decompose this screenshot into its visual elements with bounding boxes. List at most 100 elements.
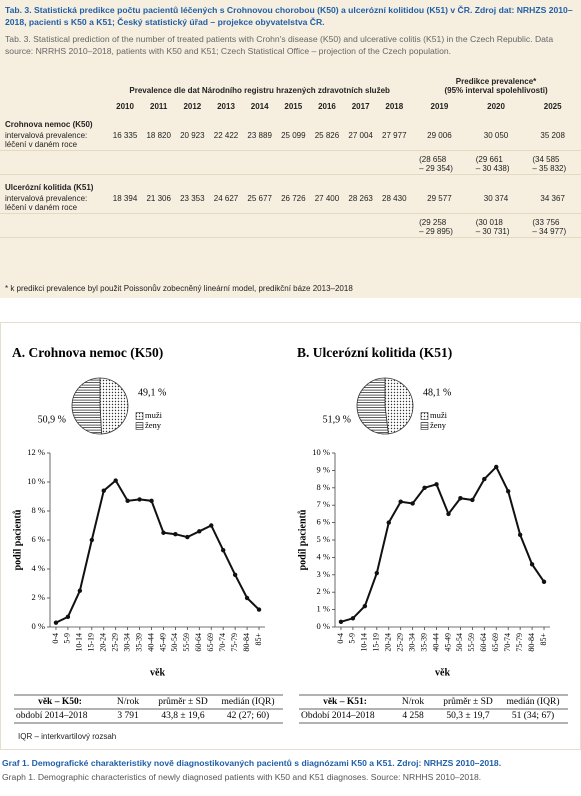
stats-cell: 42 (27; 60) [227,710,269,721]
data-point [244,595,250,601]
data-point [89,537,95,543]
stats-cell: 3 791 [117,711,139,721]
x-tick-label: 60-64 [194,633,203,652]
value-cell: 25 677 [242,193,277,214]
y-axis-label: podíl pacientů [297,509,308,570]
data-point [541,579,547,584]
legend-label: muži [430,410,448,420]
legend-swatch [420,422,429,430]
cell [0,213,109,238]
section-title: Crohnova nemoc (K50) [5,120,93,129]
cell [242,150,277,175]
x-tick-label: 35-39 [419,633,428,652]
row-label-line: léčení v daném roce [5,203,78,212]
ci-row: (29 258– 29 895) (30 018– 30 731) (33 756–… [0,213,581,238]
prevalence-table: Prevalence dle dat Národního registru hr… [0,76,581,238]
value-row: intervalová prevalence: léčení v daném ro… [0,193,581,214]
data-point [398,499,403,504]
x-tick-label: 85+ [539,633,548,646]
header-line: (95% interval spolehlivosti) [444,86,548,95]
y-axis-label: podíl pacientů [12,509,23,570]
data-point [185,534,190,540]
data-point [362,603,368,609]
year-header: 2010 [116,102,134,111]
year-header: 2012 [183,102,202,111]
year-header: 2019 [430,102,449,111]
data-point [232,572,238,577]
y-tick-label: 6 % [317,517,330,527]
ci-cell: (34 585– 35 832) [524,150,581,175]
x-tick-label: 65-69 [206,633,215,652]
ci-line: – 29 354) [419,164,453,173]
ci-line: – 30 731) [475,227,510,236]
pie-slice [384,377,414,435]
data-point [65,614,71,620]
cell [377,213,412,238]
pie-slice [71,377,103,435]
x-tick-label: 65-69 [491,633,500,652]
value-cell: 20 923 [175,130,210,151]
cell [276,150,311,175]
value-cell: 35 208 [524,130,581,151]
x-tick-label: 10-14 [75,633,84,652]
cell [108,213,142,238]
chart-title: B. Ulcerózní kolitida (K51) [297,345,452,360]
header-row: 2010 2011 2012 2013 2014 2015 2016 2017 2018 2019… [0,96,581,112]
group-header: Predikce prevalence* (95% interval spoleh… [411,76,581,96]
x-tick-label: 50-54 [170,633,179,652]
stats-header: medián (IQR) [506,696,559,707]
data-line [340,465,545,623]
data-point [386,520,391,525]
cell [209,213,243,238]
ci-cell: (29 661– 30 438) [467,150,525,175]
cell [377,150,412,175]
x-axis-label: věk [150,667,165,678]
y-tick-label: 3 % [317,569,330,579]
value-cell: 25 826 [310,130,344,151]
cell [141,150,176,175]
pie-label: 48,1 % [423,387,451,398]
value-cell: 25 099 [276,130,311,151]
value-cell: 18 394 [108,193,142,214]
data-point [149,498,154,504]
x-tick-label: 20-24 [384,633,393,652]
value-cell: 21 306 [141,193,176,214]
cell [242,213,277,238]
year-header: 2018 [385,102,404,111]
x-tick-label: 15-19 [87,633,96,652]
year-header: 2016 [318,102,336,111]
stats-cell: 51 (34; 67) [512,710,554,721]
year-header: 2015 [284,102,303,111]
x-tick-label: 0-4 [51,633,60,644]
year-header: 2025 [543,102,562,111]
value-row: intervalová prevalence: léčení v daném ro… [0,130,581,151]
x-tick-label: 80-84 [242,633,251,652]
ci-line: (28 658 [419,155,447,164]
y-tick-label: 7 % [317,499,330,509]
data-point [446,511,451,517]
cell [175,150,210,175]
cell [108,150,142,175]
value-cell: 18 820 [141,130,176,151]
y-tick-label: 2 % [317,586,330,596]
value-cell: 30 374 [467,193,525,214]
data-point [125,498,130,504]
year-header: 2020 [487,102,505,111]
x-tick-label: 60-64 [479,633,488,652]
legend-label: ženy [145,420,162,430]
cell [141,213,176,238]
data-point [470,497,475,503]
y-tick-label: 12 % [27,447,45,457]
cell [175,213,210,238]
pie-slice [356,377,389,435]
data-point [505,489,511,494]
ci-cell: (30 018– 30 731) [467,213,525,238]
x-tick-label: 10-14 [360,633,369,652]
value-cell: 34 367 [524,193,581,214]
figure: A. Crohnova nemoc (K50) 0 % 2 % 4 % 6 % 8 % 10… [0,322,581,750]
x-axis-label: věk [435,667,450,678]
stats-cell: 43,8 ± 19,6 [161,711,204,721]
data-point [256,607,262,612]
header-line: Predikce prevalence* [455,77,537,86]
legend-swatch [420,412,429,420]
